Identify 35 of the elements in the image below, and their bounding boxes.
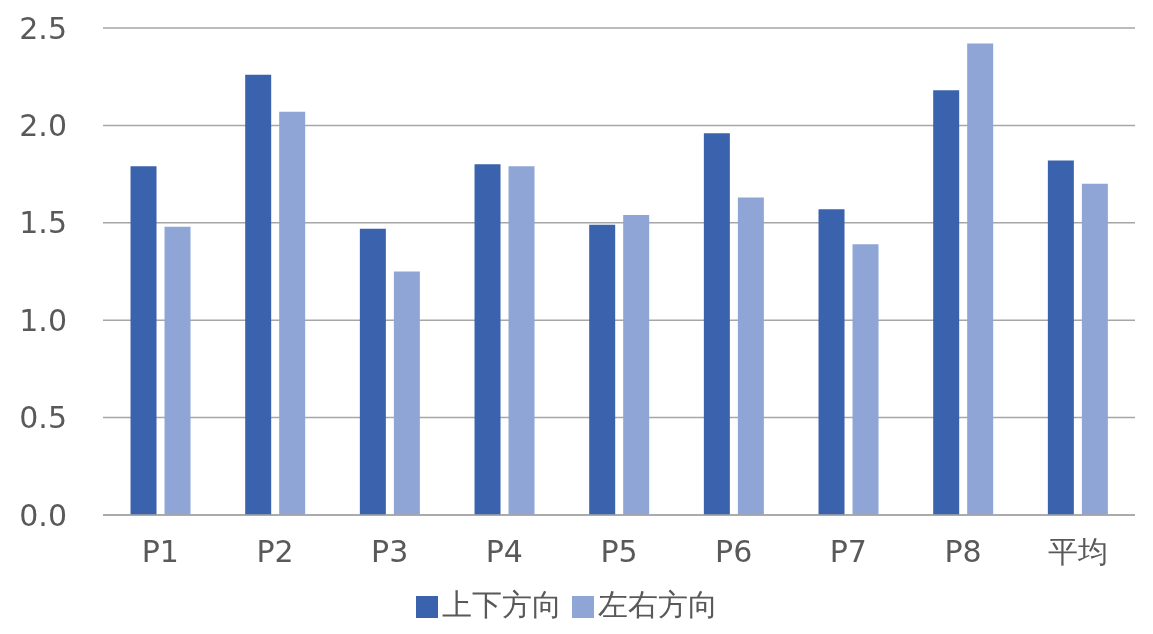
x-tick-label: P6 — [715, 534, 753, 570]
bar — [703, 133, 730, 515]
bar — [852, 244, 879, 515]
bar — [130, 166, 157, 515]
x-tick-label: P8 — [944, 534, 982, 570]
bar — [818, 209, 845, 515]
bar — [589, 224, 616, 515]
y-tick-label: 1.0 — [19, 302, 67, 338]
y-tick-label: 0.5 — [19, 400, 67, 436]
y-tick-label: 2.0 — [19, 108, 67, 144]
bar — [623, 215, 650, 515]
bar — [393, 271, 420, 515]
bar — [933, 90, 960, 515]
x-tick-label: P1 — [141, 534, 179, 570]
y-tick-label: 1.5 — [19, 205, 67, 241]
bar — [967, 43, 994, 515]
bar — [737, 197, 764, 515]
bar — [1081, 183, 1108, 515]
legend-label: 左右方向 — [597, 587, 718, 622]
bar — [359, 228, 386, 515]
bar — [245, 74, 272, 515]
x-tick-label: P2 — [256, 534, 294, 570]
x-tick-label: P4 — [485, 534, 523, 570]
bar — [474, 164, 501, 515]
x-tick-label: P5 — [600, 534, 638, 570]
bar — [164, 226, 191, 515]
x-tick-label: 平均 — [1047, 534, 1108, 570]
legend-label: 上下方向 — [441, 587, 562, 622]
bar — [279, 111, 306, 515]
y-tick-label: 2.5 — [19, 10, 67, 46]
y-tick-label: 0.0 — [19, 497, 67, 533]
bar — [508, 166, 535, 515]
x-tick-label: P3 — [371, 534, 409, 570]
bar — [1047, 160, 1074, 515]
x-tick-label: P7 — [829, 534, 867, 570]
